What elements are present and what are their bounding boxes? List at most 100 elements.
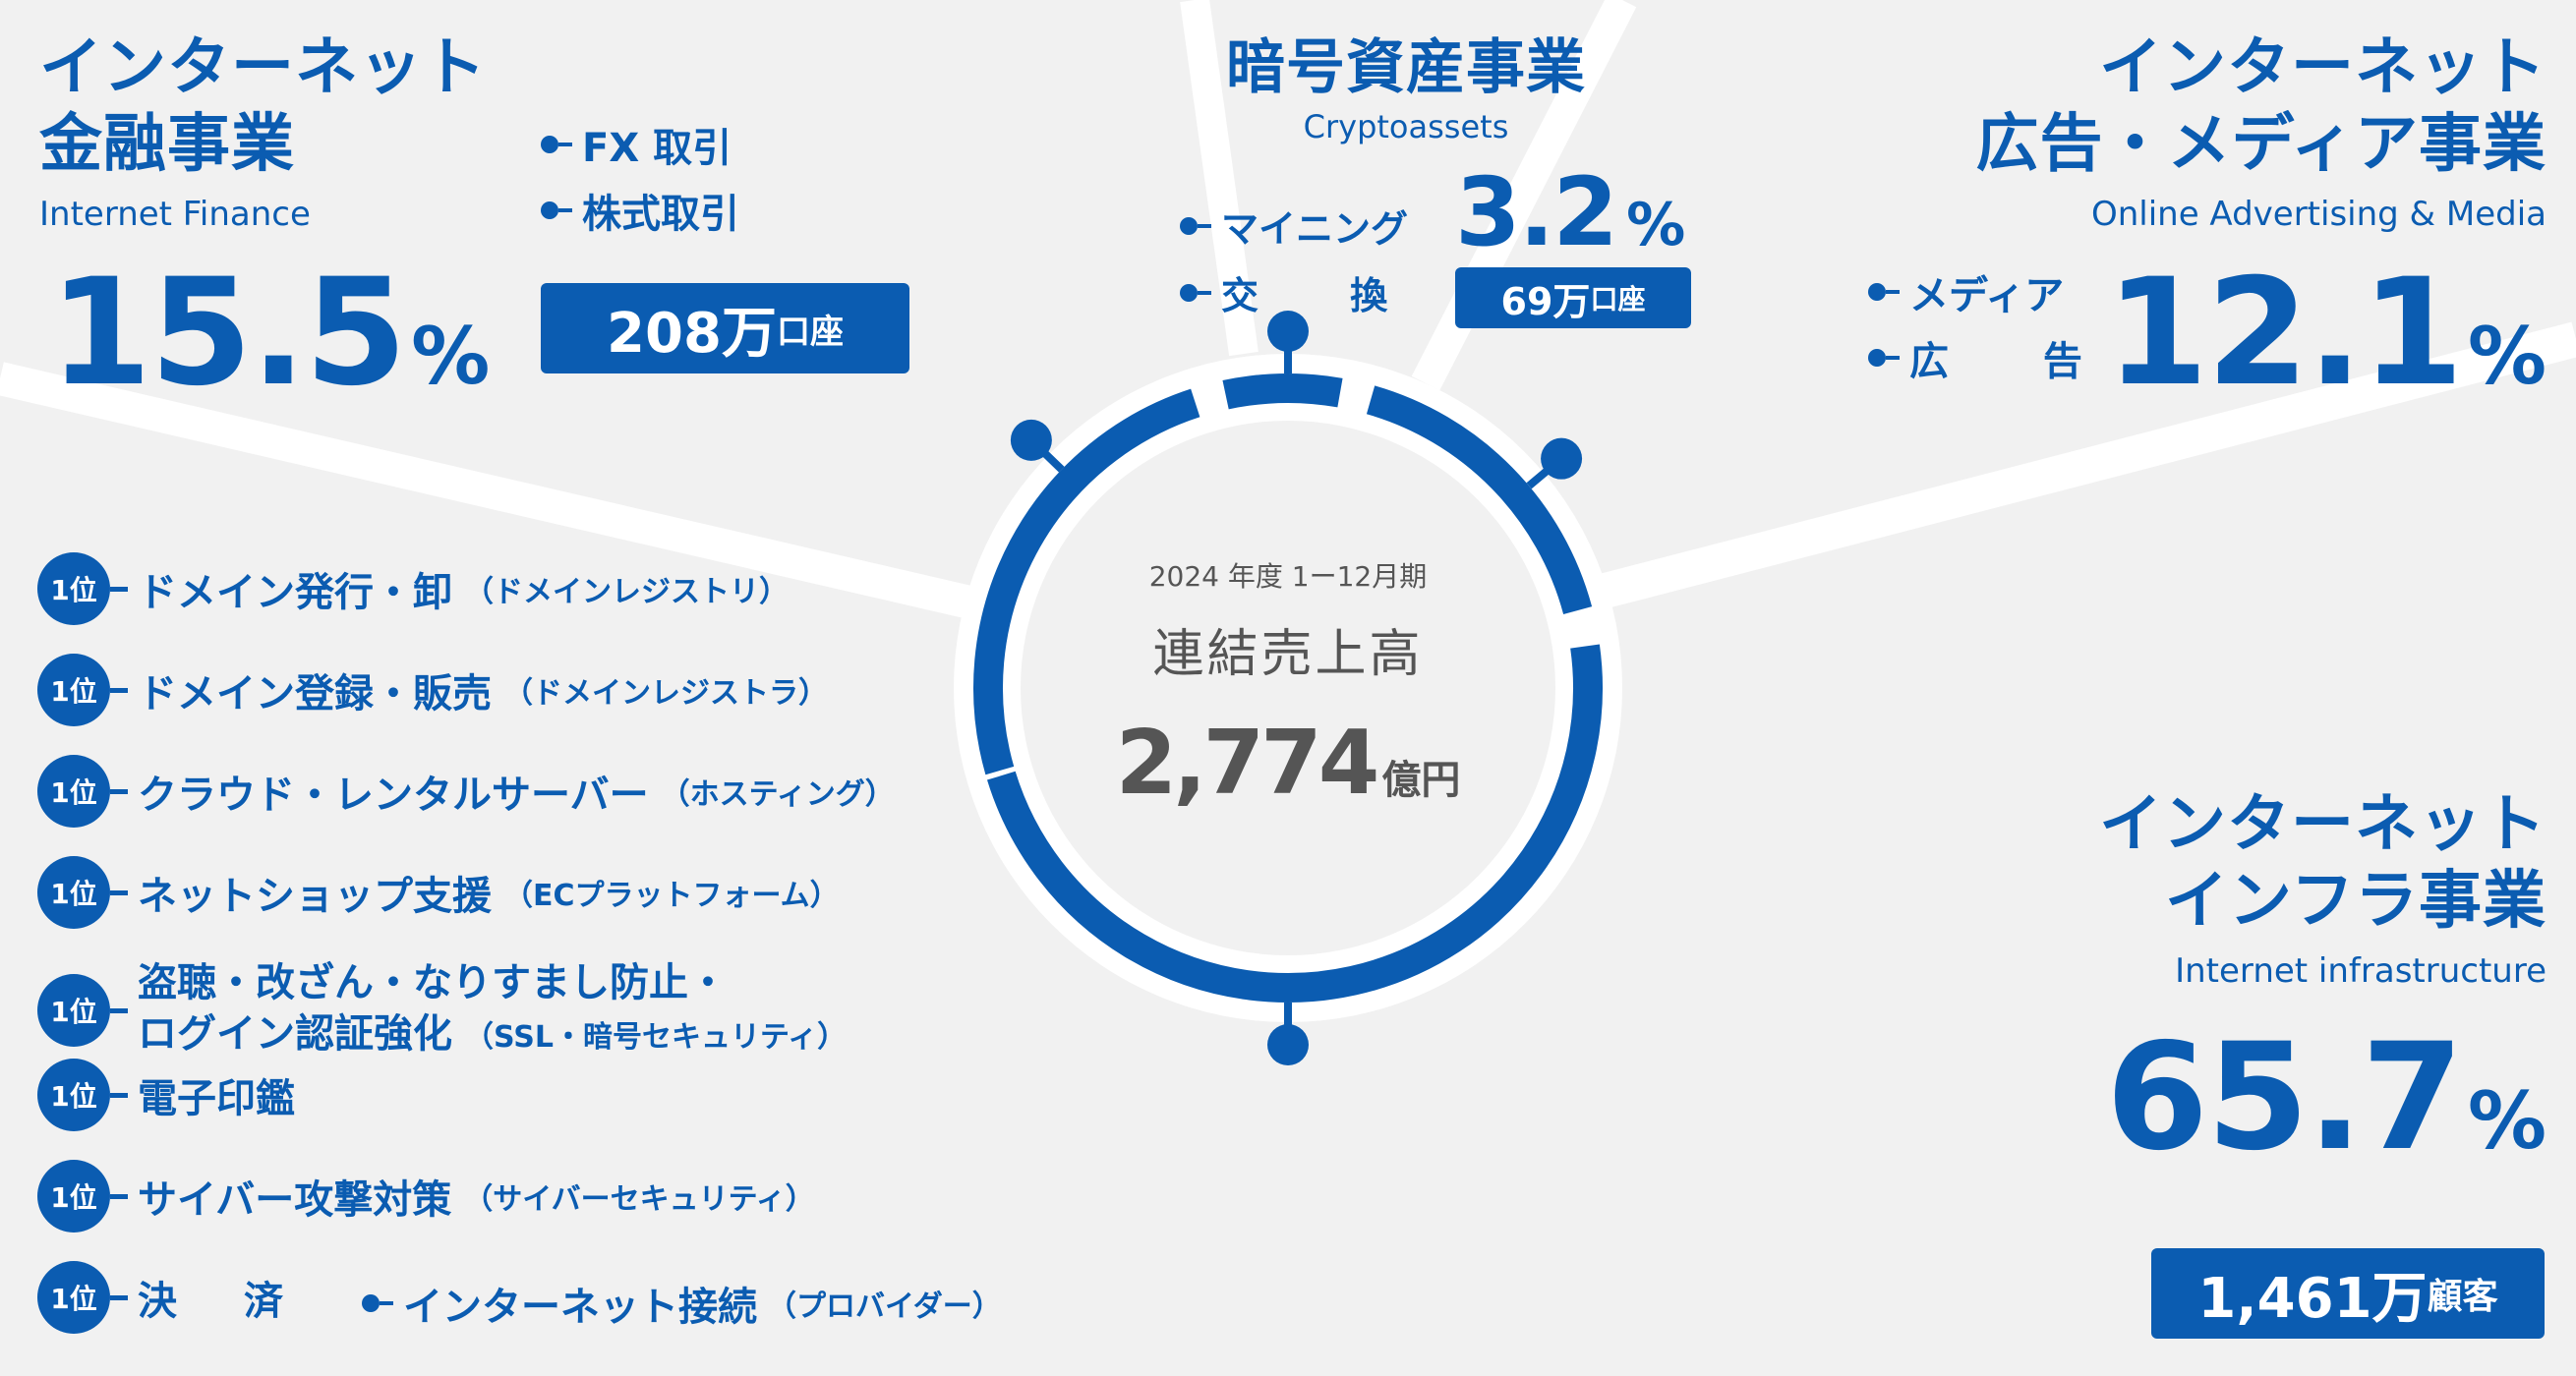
bullet-line-icon [1198, 223, 1211, 228]
rank-badge: 1位 [37, 755, 110, 828]
center-label: 連結売上高 [1152, 625, 1424, 684]
ring-nodes [1010, 311, 1583, 1065]
rank-badge: 1位 [37, 1160, 110, 1233]
ranking-label: 盗聴・改ざん・なりすまし防止・ [138, 960, 728, 1005]
finance-title-line1: インターネット [39, 31, 487, 104]
rank-connector-icon [110, 1294, 128, 1300]
crypto-accounts-unit: 口座 [1590, 283, 1646, 315]
ranking-label-line2: ログイン認証強化 [138, 1011, 452, 1057]
ranking-label: ドメイン発行・卸 [138, 570, 452, 615]
crypto-item-label: 交 換 [1221, 274, 1402, 317]
ring-arc-infrastructure [986, 644, 1603, 1003]
segment-crypto: 暗号資産事業 Cryptoassets マイニング 交 換 3.2 % 69万 … [1170, 29, 1721, 344]
crypto-share: 3.2 % [1455, 157, 1685, 267]
finance-item-label: FX 取引 [582, 126, 732, 171]
crypto-item-mining: マイニング [1180, 199, 1408, 253]
ranking-item: 1位 ネットショップ支援 （ECプラットフォーム） [37, 856, 840, 929]
bullet-line-icon [1886, 290, 1900, 294]
bullet-line-icon [558, 143, 572, 146]
advertising-item-label: メディア [1909, 273, 2065, 318]
divider-lines [0, 0, 2576, 636]
finance-accounts-badge: 208万 口座 [541, 283, 909, 373]
bullet-dot-icon [1868, 283, 1886, 301]
rank-connector-icon [110, 889, 128, 895]
infrastructure-share: 65.7 % [2106, 1012, 2547, 1183]
rank-connector-icon [110, 586, 128, 592]
crypto-accounts-value: 69万 [1500, 279, 1591, 323]
bullet-line-icon [1198, 290, 1211, 295]
ring-inner [1021, 421, 1555, 955]
ranking-note: （ドメインレジストラ） [503, 676, 828, 711]
ranking-item: 1位 サイバー攻撃対策 （サイバーセキュリティ） [37, 1160, 815, 1233]
bullet-dot-icon [1180, 216, 1198, 235]
ranking-note: （ECプラットフォーム） [503, 879, 840, 913]
center-revenue-value: 2,774 [1115, 712, 1380, 815]
divider-finance-infra [0, 362, 1046, 636]
ring-arcs [973, 373, 1603, 1003]
rank-badge: 1位 [37, 552, 110, 625]
infrastructure-title-line2: インフラ事業 [2164, 865, 2547, 938]
finance-item-stock: 株式取引 [541, 182, 739, 239]
ring-node-finance [1010, 419, 1052, 461]
ranking-extra-label: インターネット接続 [403, 1285, 757, 1330]
finance-share: 15.5 % [49, 248, 490, 419]
ranking-label: クラウド・レンタルサーバー [138, 773, 649, 818]
bullet-dot-icon [541, 136, 558, 153]
crypto-item-exchange: 交 換 [1180, 265, 1401, 319]
finance-item-label: 株式取引 [582, 192, 739, 237]
infrastructure-share-value: 65.7 [2105, 1012, 2464, 1183]
advertising-title-line1: インターネット [2099, 31, 2547, 104]
ranking-extra-isp: インターネット接続 （プロバイダー） [362, 1275, 1002, 1332]
finance-accounts-unit: 口座 [776, 312, 844, 352]
ranking-item: 1位 電子印鑑 [37, 1059, 295, 1131]
infrastructure-subtitle: Internet infrastructure [2175, 951, 2547, 991]
finance-item-fx: FX 取引 [541, 116, 732, 173]
ranking-label: ネットショップ支援 [138, 874, 492, 919]
advertising-share-value: 12.1 [2105, 248, 2464, 419]
ring-arc-crypto [1222, 373, 1343, 410]
bullet-dot-icon [541, 201, 558, 219]
bullet-line-icon [380, 1301, 393, 1305]
ranking-extra-note: （プロバイダー） [767, 1290, 1002, 1324]
finance-share-value: 15.5 [49, 248, 407, 419]
rank-connector-icon [110, 1193, 128, 1199]
ranking-label: ドメイン登録・販売 [138, 671, 492, 717]
finance-share-unit: % [411, 311, 491, 402]
ranking-note: （サイバーセキュリティ） [463, 1182, 815, 1217]
center-period: 2024 年度 1ー12月期 [1148, 560, 1428, 593]
infrastructure-customers-value: 1,461万 [2197, 1266, 2428, 1331]
bullet-line-icon [1886, 356, 1900, 360]
center-revenue: 2,774 億円 [1042, 712, 1534, 815]
segment-infrastructure: インターネット インフラ事業 Internet infrastructure 6… [2025, 786, 2547, 1356]
ranking-item: 1位 盗聴・改ざん・なりすまし防止・ ログイン認証強化 （SSL・暗号セキュリテ… [37, 957, 847, 1063]
divider-ads-infra [1509, 321, 2576, 632]
finance-title-line2: 金融事業 [39, 108, 295, 181]
bullet-dot-icon [1868, 349, 1886, 367]
ranking-label: 決 済 [138, 1279, 297, 1324]
crypto-title: 暗号資産事業 [1226, 33, 1586, 102]
crypto-share-unit: % [1626, 191, 1686, 259]
advertising-item-ads: 広 告 [1868, 329, 2096, 386]
advertising-item-media: メディア [1868, 263, 2064, 320]
rank-connector-icon [110, 687, 128, 693]
bullet-dot-icon [1180, 283, 1198, 302]
center-revenue-unit: 億円 [1381, 758, 1461, 803]
ranking-label: 電子印鑑 [138, 1076, 295, 1121]
ranking-item: 1位 決 済 [37, 1261, 297, 1334]
segment-finance: インターネット 金融事業 Internet Finance 15.5 % FX … [39, 29, 924, 419]
rank-badge: 1位 [37, 974, 110, 1047]
bullet-dot-icon [362, 1294, 380, 1312]
ring-arc-finance [973, 388, 1200, 775]
infrastructure-customers-unit: 顧客 [2427, 1277, 2498, 1317]
rank-badge: 1位 [37, 856, 110, 929]
advertising-share: 12.1 % [2106, 248, 2547, 419]
advertising-title-line2: 広告・メディア事業 [1975, 108, 2547, 181]
ring-node-infrastructure [1267, 1024, 1309, 1065]
advertising-subtitle: Online Advertising & Media [2090, 195, 2547, 234]
rank-connector-icon [110, 1007, 128, 1013]
rank-badge: 1位 [37, 1059, 110, 1131]
crypto-subtitle: Cryptoassets [1303, 108, 1509, 145]
ring-node-crypto [1267, 311, 1309, 352]
ranking-label: サイバー攻撃対策 [138, 1177, 452, 1223]
